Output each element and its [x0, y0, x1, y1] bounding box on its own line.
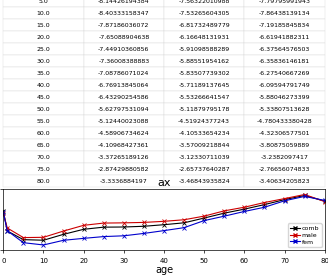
fem	[122, 234, 126, 237]
comb	[1, 209, 5, 212]
comb	[222, 212, 226, 215]
fem	[5, 229, 9, 232]
comb	[262, 203, 266, 206]
male	[5, 226, 9, 230]
male	[102, 221, 106, 225]
fem	[222, 215, 226, 218]
comb	[82, 228, 86, 231]
male	[222, 209, 226, 212]
male	[41, 236, 45, 239]
male	[82, 224, 86, 227]
fem	[21, 241, 25, 244]
Legend: comb, male, fem: comb, male, fem	[288, 224, 321, 247]
fem	[323, 199, 327, 202]
comb	[21, 238, 25, 241]
fem	[102, 235, 106, 238]
comb	[182, 221, 186, 224]
fem	[182, 226, 186, 229]
Line: fem: fem	[2, 195, 326, 247]
comb	[202, 216, 206, 220]
fem	[262, 206, 266, 209]
male	[323, 200, 327, 203]
male	[182, 218, 186, 221]
comb	[41, 239, 45, 242]
male	[142, 221, 146, 224]
fem	[82, 237, 86, 240]
male	[1, 212, 5, 215]
comb	[62, 233, 66, 236]
comb	[162, 223, 166, 226]
comb	[242, 207, 246, 211]
male	[303, 193, 307, 196]
fem	[142, 232, 146, 235]
male	[262, 201, 266, 204]
comb	[303, 194, 307, 197]
male	[162, 220, 166, 223]
comb	[142, 225, 146, 228]
comb	[102, 225, 106, 229]
male	[242, 205, 246, 209]
X-axis label: age: age	[155, 265, 173, 275]
comb	[122, 225, 126, 229]
male	[62, 229, 66, 233]
comb	[282, 198, 287, 201]
fem	[162, 229, 166, 232]
Line: male: male	[2, 193, 326, 239]
fem	[62, 239, 66, 242]
fem	[242, 210, 246, 213]
fem	[1, 211, 5, 214]
comb	[323, 199, 327, 203]
fem	[303, 195, 307, 198]
fem	[41, 243, 45, 247]
male	[122, 221, 126, 225]
Line: comb: comb	[2, 194, 326, 242]
male	[202, 214, 206, 218]
Title: ax: ax	[157, 178, 171, 188]
fem	[282, 199, 287, 202]
comb	[5, 229, 9, 233]
male	[282, 197, 287, 200]
male	[21, 236, 25, 239]
fem	[202, 219, 206, 222]
